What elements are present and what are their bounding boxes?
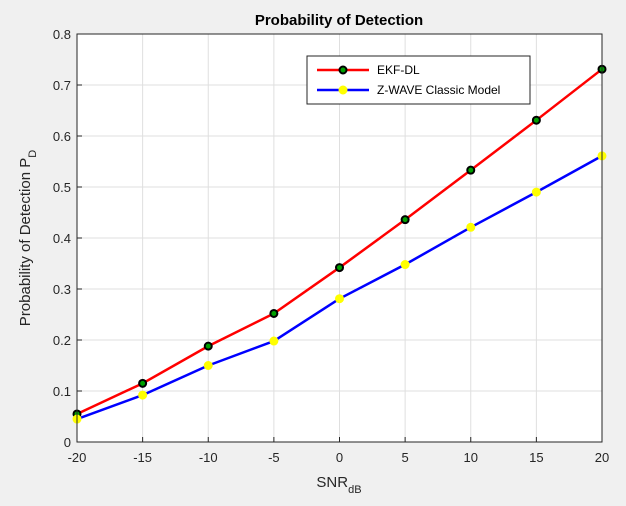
y-tick-label: 0.7 [53, 78, 71, 93]
x-tick-label: 10 [464, 450, 478, 465]
legend-label: Z-WAVE Classic Model [377, 83, 500, 97]
x-axis-label-subscript: dB [348, 484, 361, 496]
data-point [335, 263, 344, 273]
data-point [269, 336, 279, 346]
legend-marker [338, 85, 348, 95]
x-axis-label: SNRdB [316, 474, 361, 496]
data-point [400, 215, 410, 225]
y-axis-label: Probability of Detection PD [17, 150, 39, 326]
data-point [466, 222, 476, 232]
data-point [269, 308, 279, 318]
data-point [203, 361, 213, 370]
data-point [138, 378, 148, 388]
y-tick-label: 0.8 [53, 27, 71, 42]
data-point [531, 187, 541, 197]
ticks: -20 -15 -10 -5 0 5 10 15 20 0 0.1 0.2 0.3 0.4 0.5 0.6 0.… [53, 27, 609, 465]
legend-item: EKF-DL [317, 63, 420, 77]
data-point [400, 260, 410, 270]
y-tick-label: 0 [64, 435, 71, 450]
chart-title: Probability of Detection [255, 12, 423, 29]
legend-box [306, 55, 531, 105]
x-tick-label: -20 [68, 450, 87, 465]
legend: EKF-DL Z-WAVE Classic Model [306, 55, 531, 105]
legend-label: EKF-DL [377, 63, 420, 77]
x-tick-label: 20 [595, 450, 609, 465]
legend-marker [338, 65, 348, 75]
x-tick-label: -10 [199, 450, 218, 465]
legend-item: Z-WAVE Classic Model [317, 83, 500, 97]
y-tick-label: 0.2 [53, 333, 71, 348]
data-point [531, 115, 541, 125]
data-point [203, 341, 213, 351]
x-tick-label: -15 [133, 450, 152, 465]
y-tick-label: 0.6 [53, 129, 71, 144]
y-tick-label: 0.5 [53, 180, 71, 195]
x-tick-label: 15 [529, 450, 543, 465]
x-tick-label: -5 [268, 450, 280, 465]
y-tick-label: 0.4 [53, 231, 71, 246]
y-axis-label-main: Probability of Detection P [17, 158, 34, 326]
y-axis-label-subscript: D [27, 150, 39, 158]
x-tick-label: 0 [336, 450, 343, 465]
data-point [466, 165, 476, 175]
x-tick-label: 5 [402, 450, 409, 465]
data-point [335, 294, 344, 304]
data-point [138, 390, 148, 400]
series-layer [72, 64, 607, 424]
x-axis-label-main: SNR [316, 474, 348, 491]
y-tick-label: 0.1 [53, 384, 71, 399]
y-tick-label: 0.3 [53, 282, 71, 297]
